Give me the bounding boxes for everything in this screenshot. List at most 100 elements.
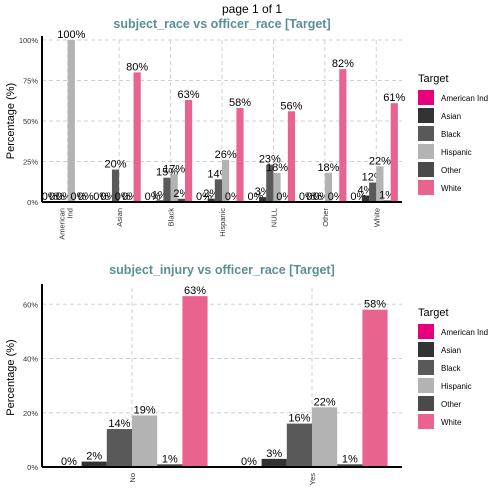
bar-white	[184, 99, 193, 202]
x-tick-label: NULL	[269, 208, 278, 227]
data-label: 22%	[369, 155, 391, 167]
bar-hispanic	[67, 40, 75, 202]
x-tick-label: White	[372, 208, 381, 227]
data-label: 0%	[145, 191, 161, 203]
legend-swatch	[418, 396, 434, 411]
bar-other	[157, 464, 183, 467]
legend-label: American Ind	[441, 94, 488, 103]
data-label: 0%	[93, 191, 109, 203]
data-label: 58%	[364, 299, 386, 311]
legend-swatch	[418, 90, 434, 105]
data-label: 18%	[266, 162, 288, 174]
y-tick-label: 0%	[27, 463, 38, 472]
bar-asian	[261, 458, 287, 467]
legend-swatch	[418, 414, 434, 429]
data-label: 63%	[184, 285, 206, 297]
bar-hispanic	[170, 174, 178, 202]
bar-white	[362, 309, 388, 467]
data-label: 0%	[299, 191, 315, 203]
y-tick-label: 20%	[23, 409, 38, 418]
legend-swatch	[418, 360, 434, 375]
legend: Target American Ind Asian Black Hispanic Othe…	[418, 307, 488, 429]
legend-swatch	[418, 180, 434, 195]
data-label: 0%	[71, 191, 87, 203]
bar-black	[369, 182, 377, 202]
bar-other	[337, 464, 363, 467]
data-label: 0%	[78, 191, 94, 203]
x-tick-label: Black	[167, 208, 176, 227]
legend-swatch	[418, 144, 434, 159]
data-label: 0%	[61, 456, 77, 468]
data-label: 1%	[162, 453, 178, 465]
legend-label: American Ind	[441, 328, 488, 337]
chart-title: subject_injury vs officer_race [Target]	[109, 263, 335, 277]
legend-label: White	[441, 184, 462, 193]
data-label: 0%	[49, 191, 65, 203]
data-label: 80%	[126, 61, 148, 73]
bar-white	[339, 69, 347, 202]
y-tick-label: 60%	[23, 300, 38, 309]
chart-title: subject_race vs officer_race [Target]	[113, 17, 330, 31]
data-label: 14%	[108, 418, 130, 430]
data-label: 63%	[178, 89, 200, 101]
data-label: 100%	[57, 29, 85, 41]
data-label: 0%	[306, 191, 322, 203]
bar-hispanic	[324, 172, 333, 202]
data-label: 0%	[241, 456, 257, 468]
data-label: 0%	[42, 191, 58, 203]
bar-other	[177, 198, 185, 202]
legend-swatch	[418, 342, 434, 357]
data-label: 82%	[332, 58, 354, 70]
data-label: 61%	[383, 92, 405, 104]
y-tick-label: 50%	[23, 117, 38, 126]
legend-title: Target	[418, 307, 449, 319]
x-tick-label: Hispanic	[218, 208, 227, 237]
data-label: 58%	[229, 97, 251, 109]
y-tick-label: 75%	[23, 77, 38, 86]
legend-label: Hispanic	[441, 148, 472, 157]
bar-white	[133, 72, 141, 203]
y-tick-label: 100%	[19, 36, 39, 45]
bar-hispanic	[132, 415, 158, 467]
legend-swatch	[418, 126, 434, 141]
bar-black	[286, 423, 312, 467]
data-label: 56%	[280, 100, 302, 112]
bar-asian	[207, 198, 215, 202]
bar-white	[287, 111, 296, 202]
legend-label: White	[441, 418, 462, 427]
bar-hispanic	[273, 172, 281, 202]
data-label: 22%	[314, 396, 336, 408]
data-label: 0%	[115, 191, 131, 203]
bar-asian	[81, 461, 107, 467]
page-caption: page 1 of 1	[221, 2, 283, 16]
data-label: 20%	[105, 159, 127, 171]
bar-hispanic	[222, 159, 230, 202]
data-label: 26%	[215, 149, 237, 161]
bar-black	[111, 169, 120, 202]
data-label: 17%	[163, 163, 185, 175]
data-label: 2%	[86, 451, 102, 463]
legend-swatch	[418, 324, 434, 339]
legend: Target American Ind Asian Black Hispanic Othe…	[418, 73, 488, 195]
legend-label: Other	[441, 400, 461, 409]
legend-swatch	[418, 162, 434, 177]
legend-title: Target	[418, 73, 449, 85]
data-label: 1%	[342, 453, 358, 465]
data-label: 19%	[134, 404, 156, 416]
bar-white	[390, 103, 398, 202]
bar-asian	[259, 197, 267, 202]
x-tick-label: Asian	[115, 208, 124, 227]
x-tick-label: No	[128, 473, 137, 483]
y-tick-label: 25%	[23, 158, 38, 167]
y-tick-label: 40%	[23, 355, 38, 364]
data-label: 18%	[317, 162, 339, 174]
bar-black	[106, 429, 132, 467]
bar-black	[214, 179, 222, 202]
legend-label: Asian	[441, 112, 461, 121]
legend-label: Asian	[441, 346, 461, 355]
data-label: 3%	[266, 448, 282, 460]
bar-black	[163, 177, 171, 202]
bar-black	[266, 164, 274, 202]
y-tick-label: 0%	[27, 198, 38, 207]
